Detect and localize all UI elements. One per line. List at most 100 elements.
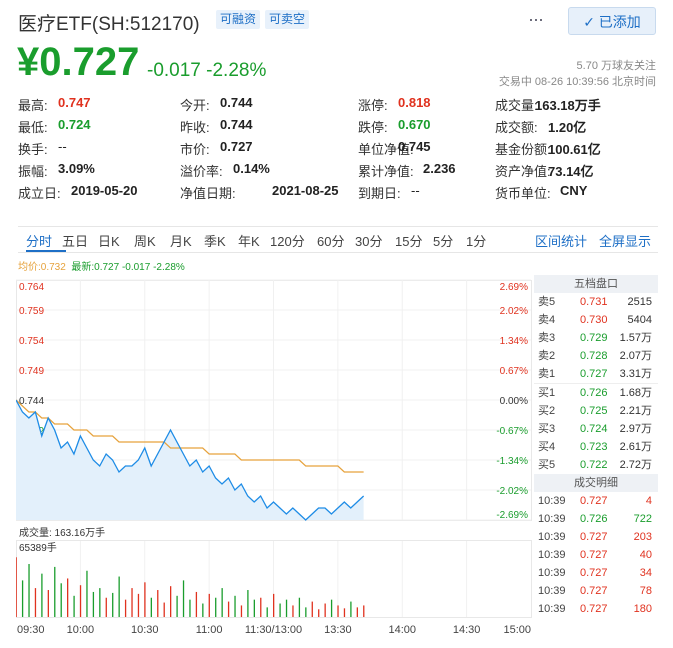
stat-item: 单位净值: 0.745 (358, 139, 431, 158)
volume-bar (221, 588, 223, 617)
price: 0.731 (580, 296, 608, 308)
volume-bar (240, 605, 243, 617)
stat-item: 市价: 0.727 (180, 139, 253, 158)
tab-2[interactable]: 日K (98, 234, 120, 249)
volume: 203 (633, 531, 652, 543)
stat-item: 基金份额: 100.61亿 (495, 139, 601, 158)
pct-tick-label: 2.69% (500, 282, 528, 293)
volume: 40 (639, 549, 652, 561)
volume-bar (73, 595, 75, 617)
tab-12[interactable]: 1分 (466, 234, 487, 249)
volume: 3.31万 (619, 368, 652, 380)
tab-1[interactable]: 五日 (62, 234, 89, 249)
stat-value: 100.61亿 (548, 142, 601, 157)
volume-bar (182, 580, 185, 617)
stat-label: 基金份额: (495, 142, 551, 157)
current-price: ¥0.727 (17, 40, 140, 84)
tab-10[interactable]: 15分 (395, 234, 423, 249)
price-area (16, 400, 364, 520)
change-percent: -2.28% (206, 60, 267, 81)
volume-bar (253, 599, 255, 617)
volume-bar (124, 599, 127, 617)
x-tick-label: 11:00 (196, 624, 223, 636)
volume-bar (105, 597, 107, 617)
volume-bar (356, 607, 358, 617)
volume-bar (324, 603, 326, 617)
pct-tick-label: -1.34% (496, 456, 528, 467)
price: 0.727 (580, 549, 608, 561)
fund-title: 医疗ETF(SH:512170) (18, 14, 200, 35)
stat-item: 昨收: 0.744 (180, 117, 253, 136)
trade-time: 10:39 (538, 531, 566, 543)
x-tick-label: 13:30 (324, 624, 352, 636)
volume-bar (279, 603, 281, 617)
tab-4[interactable]: 月K (170, 234, 192, 249)
price: 0.727 (580, 495, 608, 507)
more-icon[interactable]: ··· (528, 9, 544, 29)
range-stats-link[interactable]: 区间统计 (535, 234, 588, 249)
stat-label: 今开: (180, 98, 210, 113)
volume: 2.61万 (619, 441, 652, 453)
tab-0[interactable]: 分时 (26, 234, 53, 249)
stat-label: 市价: (180, 142, 210, 157)
stat-value: 2.236 (423, 161, 456, 176)
stat-label: 昨收: (180, 120, 210, 135)
volume-bar (285, 599, 288, 617)
tab-9[interactable]: 30分 (355, 234, 383, 249)
stat-item: 累计净值: 2.236 (358, 161, 456, 180)
volume: 180 (633, 603, 652, 615)
x-tick-label: 09:30 (17, 624, 45, 636)
followers-count: 5.70 万球友关注 (576, 60, 656, 72)
volume-bar (150, 597, 152, 617)
y-tick-label: 0.764 (19, 282, 44, 293)
ask-row: 卖1 0.727 3.31万 (534, 365, 658, 383)
change-value: -0.017 (147, 60, 201, 81)
tab-3[interactable]: 周K (134, 234, 156, 249)
tab-5[interactable]: 季K (204, 234, 226, 249)
volume-bar (34, 588, 37, 617)
volume: 2.97万 (619, 423, 652, 435)
stat-label: 换手: (18, 142, 48, 157)
level-label: 卖2 (538, 350, 556, 362)
volume-bar (343, 608, 346, 617)
level-label: 买4 (538, 441, 556, 453)
margin-tag[interactable]: 可融资 (216, 10, 261, 29)
short-tag[interactable]: 可卖空 (265, 10, 310, 29)
orderbook-title: 五档盘口 (534, 275, 658, 293)
volume-bar (305, 607, 307, 617)
tab-6[interactable]: 年K (238, 234, 260, 249)
price: 0.725 (580, 405, 608, 417)
pct-tick-label: -2.02% (496, 486, 528, 497)
volume-bar (79, 585, 82, 617)
ask-row: 卖2 0.728 2.07万 (534, 347, 658, 365)
volume-bar (247, 590, 249, 617)
ask-row: 卖4 0.730 5404 (534, 311, 658, 329)
volume-bar (16, 557, 17, 617)
trade-row: 10:39 0.727 203 (534, 528, 658, 546)
stat-item: 最低: 0.724 (18, 117, 91, 136)
tab-7[interactable]: 120分 (270, 234, 305, 249)
volume-bar (215, 597, 217, 617)
volume-bar (189, 599, 191, 617)
stat-label: 到期日: (358, 186, 401, 201)
pct-tick-label: 1.34% (500, 336, 528, 347)
volume: 2.21万 (619, 405, 652, 417)
stat-value: 0.670 (398, 117, 431, 132)
order-book: 五档盘口 卖5 0.731 2515 卖4 0.730 5404 卖3 0.729 1.57万 卖2… (534, 275, 658, 618)
price: 0.726 (580, 513, 608, 525)
fullscreen-link[interactable]: 全屏显示 (599, 234, 652, 249)
volume-bar (208, 593, 210, 617)
level-label: 买1 (538, 387, 556, 399)
stat-value: -- (58, 139, 67, 154)
price: 0.727 (580, 368, 608, 380)
added-watchlist-button[interactable]: ✓ 已添加 (568, 7, 656, 35)
tab-8[interactable]: 60分 (317, 234, 345, 249)
intraday-chart[interactable]: 0.764 2.69% 0.759 2.02% 0.754 1.34% 0.749 0.67%… (16, 272, 536, 644)
pct-tick-label: 0.00% (500, 396, 528, 407)
volume-bar (273, 593, 275, 617)
bid-row: 买3 0.724 2.97万 (534, 420, 658, 438)
tab-11[interactable]: 5分 (433, 234, 454, 249)
volume-bar (337, 605, 339, 617)
stat-value: 0.14% (233, 161, 270, 176)
stat-value: 1.20亿 (548, 120, 587, 135)
